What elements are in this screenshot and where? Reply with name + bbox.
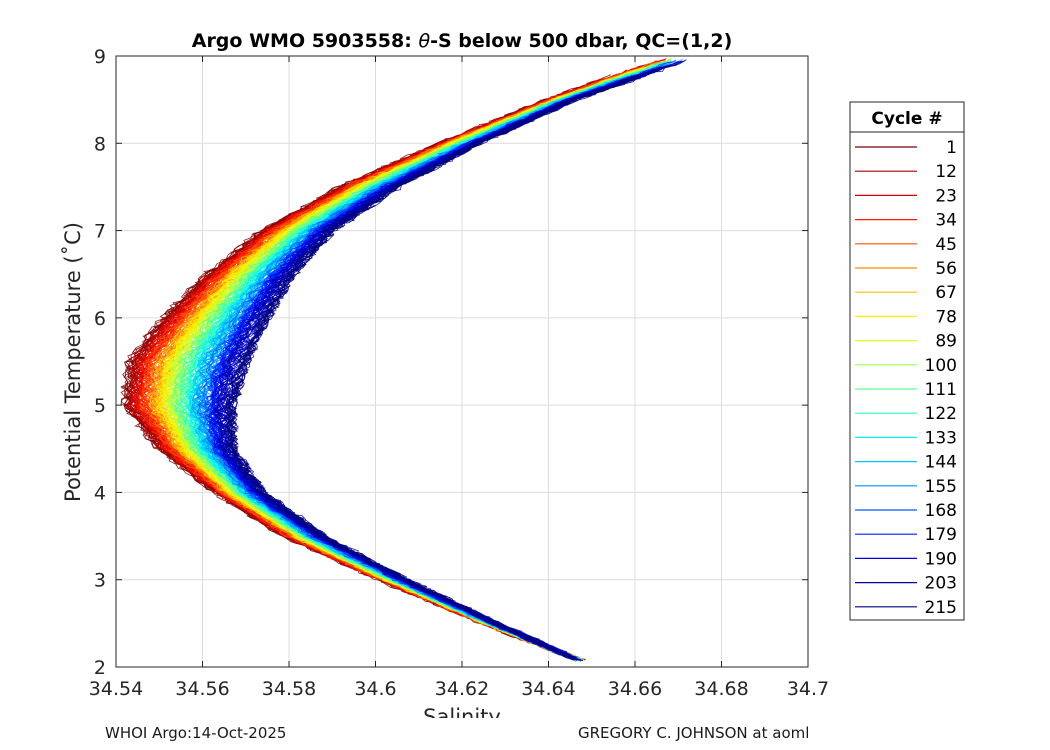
profile-line	[204, 72, 642, 660]
legend-label: 168	[925, 501, 957, 521]
x-tick-label: 34.66	[608, 678, 662, 700]
footer-left-credit: WHOI Argo:14-Oct-2025	[105, 724, 287, 742]
legend-label: 203	[925, 574, 957, 594]
profile-line	[153, 62, 664, 661]
x-axis-ticks: 34.54 34.56 34.58 34.6 34.62 34.64 34.66 34.68 3…	[89, 56, 829, 700]
profile-line	[142, 64, 646, 655]
title-theta: θ	[418, 30, 430, 52]
legend-label: 215	[925, 598, 957, 618]
legend-label: 89	[935, 332, 957, 352]
legend-label: 67	[935, 283, 957, 303]
legend-entries: 1 12 23 34 45 56 67 78 89 100 111 122 133 144 155 168 17…	[855, 138, 957, 618]
profile-line	[224, 78, 642, 658]
profile-line	[139, 59, 662, 661]
x-tick-label: 34.64	[521, 678, 575, 700]
y-tick-label: 2	[94, 657, 106, 679]
profile-line	[161, 66, 653, 657]
y-tick-label: 8	[94, 133, 106, 155]
y-tick-label: 4	[94, 482, 106, 504]
x-tick-label: 34.58	[262, 678, 316, 700]
y-tick-label: 3	[94, 570, 106, 592]
chart-title: Argo WMO 5903558: θ-S below 500 dbar, QC…	[192, 30, 733, 52]
legend-label: 45	[935, 235, 957, 255]
x-tick-label: 34.68	[694, 678, 748, 700]
x-axis-label: Salinity	[423, 705, 501, 718]
legend-label: 56	[935, 259, 957, 279]
title-prefix: Argo WMO 5903558:	[192, 30, 419, 52]
y-axis-ticks: 2 3 4 5 6 7 8 9	[94, 46, 808, 679]
legend-label: 155	[925, 477, 957, 497]
chart-figure: Argo WMO 5903558: θ-S below 500 dbar, QC…	[61, 30, 965, 718]
legend-label: 1	[946, 138, 957, 158]
x-tick-label: 34.62	[435, 678, 489, 700]
legend-label: 23	[935, 186, 957, 206]
y-tick-label: 7	[94, 221, 106, 243]
legend-label: 34	[935, 211, 957, 231]
profile-line	[228, 80, 633, 661]
x-tick-label: 34.54	[89, 678, 143, 700]
profile-line	[218, 61, 679, 657]
y-axis-label: Potential Temperature (˚C)	[61, 222, 85, 502]
legend-label: 78	[935, 307, 957, 327]
legend: Cycle # 1 12 23 34 45 56 67 78 89 100 111 122 133 144…	[849, 101, 965, 621]
x-tick-label: 34.6	[354, 678, 396, 700]
title-suffix: -S below 500 dbar, QC=(1,2)	[430, 30, 732, 52]
legend-label: 133	[925, 428, 957, 448]
profile-line	[162, 64, 657, 654]
y-tick-label: 5	[94, 395, 106, 417]
profile-line	[133, 58, 667, 660]
profile-line	[226, 82, 621, 660]
legend-label: 12	[935, 162, 957, 182]
legend-label: 179	[925, 525, 957, 545]
profile-lines	[120, 58, 687, 663]
legend-label: 144	[925, 453, 957, 473]
footer-right-credit: GREGORY C. JOHNSON at aoml	[578, 724, 810, 742]
legend-label: 122	[925, 404, 957, 424]
legend-title: Cycle #	[871, 109, 942, 129]
legend-label: 111	[925, 380, 957, 400]
y-tick-label: 6	[94, 308, 106, 330]
x-tick-label: 34.56	[175, 678, 229, 700]
x-tick-label: 34.7	[787, 678, 829, 700]
legend-label: 100	[925, 356, 957, 376]
legend-label: 190	[925, 549, 957, 569]
y-tick-label: 9	[94, 46, 106, 68]
